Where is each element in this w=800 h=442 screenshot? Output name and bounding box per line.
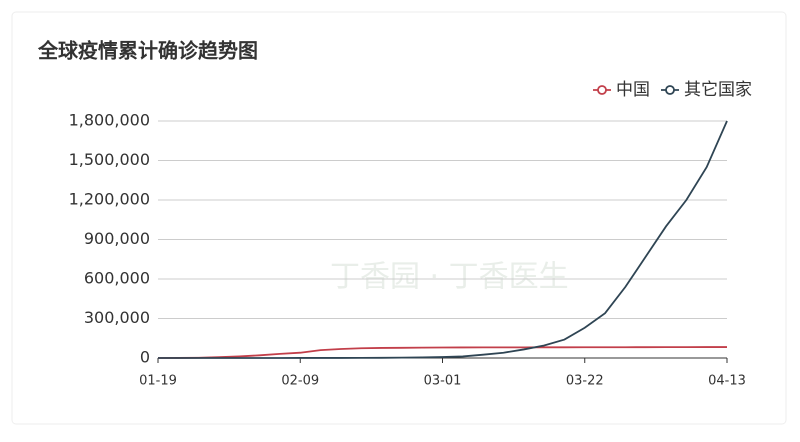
legend-marker — [597, 85, 607, 95]
legend-label: 其它国家 — [684, 80, 752, 100]
y-tick-label: 1,200,000 — [69, 190, 150, 209]
x-tick-label: 04-13 — [708, 374, 746, 389]
card — [11, 11, 787, 425]
y-tick-label: 1,800,000 — [69, 111, 150, 130]
x-tick-label: 01-19 — [139, 374, 177, 389]
x-tick-label: 02-09 — [281, 374, 319, 389]
legend-marker — [665, 85, 675, 95]
series-line — [157, 346, 728, 359]
y-tick-label: 600,000 — [84, 269, 150, 288]
y-tick-label: 0 — [140, 348, 150, 367]
y-tick-label: 1,500,000 — [69, 150, 150, 169]
y-tick-label: 300,000 — [84, 308, 150, 327]
x-tick-label: 03-22 — [566, 374, 604, 389]
legend-label: 中国 — [616, 80, 650, 100]
x-tick-label: 03-01 — [424, 374, 462, 389]
watermark: 丁香园 · 丁香医生 — [330, 260, 569, 295]
series-line — [158, 120, 728, 359]
chart-title: 全球疫情累计确诊趋势图 — [37, 39, 258, 63]
y-tick-label: 900,000 — [84, 229, 150, 248]
